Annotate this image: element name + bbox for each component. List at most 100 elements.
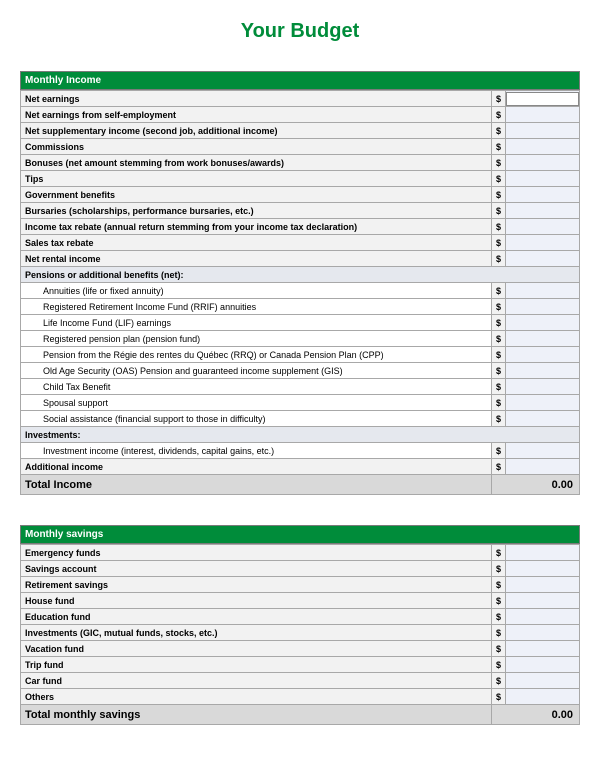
table-row: Government benefits$ — [21, 187, 580, 203]
table-row: Savings account$ — [21, 561, 580, 577]
amount-cell[interactable] — [506, 283, 580, 299]
row-label: Registered Retirement Income Fund (RRIF)… — [21, 299, 492, 315]
amount-cell[interactable] — [506, 625, 580, 641]
amount-cell[interactable] — [506, 139, 580, 155]
amount-cell[interactable] — [506, 187, 580, 203]
row-label: Investment income (interest, dividends, … — [21, 443, 492, 459]
table-row: Net rental income$ — [21, 251, 580, 267]
row-label: Registered pension plan (pension fund) — [21, 331, 492, 347]
currency-symbol: $ — [491, 363, 505, 379]
table-row: Trip fund$ — [21, 657, 580, 673]
amount-cell[interactable] — [506, 219, 580, 235]
table-row: Investments: — [21, 427, 580, 443]
subheader-label: Investments: — [21, 427, 580, 443]
amount-cell[interactable] — [506, 395, 580, 411]
row-label: Pension from the Régie des rentes du Qué… — [21, 347, 492, 363]
amount-cell[interactable] — [506, 379, 580, 395]
currency-symbol: $ — [491, 657, 505, 673]
row-label: Education fund — [21, 609, 492, 625]
row-label: Net rental income — [21, 251, 492, 267]
amount-cell[interactable] — [506, 689, 580, 705]
table-row: Retirement savings$ — [21, 577, 580, 593]
row-label: Others — [21, 689, 492, 705]
amount-cell[interactable] — [506, 609, 580, 625]
row-label: Bursaries (scholarships, performance bur… — [21, 203, 492, 219]
row-label: Savings account — [21, 561, 492, 577]
amount-cell[interactable] — [506, 235, 580, 251]
savings-total-row: Total monthly savings 0.00 — [21, 705, 580, 725]
row-label: Life Income Fund (LIF) earnings — [21, 315, 492, 331]
amount-cell[interactable] — [506, 251, 580, 267]
table-row: Spousal support$ — [21, 395, 580, 411]
row-label: Income tax rebate (annual return stemmin… — [21, 219, 492, 235]
amount-cell[interactable] — [506, 315, 580, 331]
amount-cell[interactable] — [506, 91, 580, 107]
currency-symbol: $ — [491, 155, 505, 171]
currency-symbol: $ — [491, 459, 505, 475]
row-label: Trip fund — [21, 657, 492, 673]
row-label: Old Age Security (OAS) Pension and guara… — [21, 363, 492, 379]
amount-input[interactable] — [506, 92, 579, 106]
table-row: Registered Retirement Income Fund (RRIF)… — [21, 299, 580, 315]
currency-symbol: $ — [491, 331, 505, 347]
amount-cell[interactable] — [506, 593, 580, 609]
amount-cell[interactable] — [506, 459, 580, 475]
currency-symbol: $ — [491, 219, 505, 235]
savings-total-label: Total monthly savings — [21, 705, 492, 725]
currency-symbol: $ — [491, 347, 505, 363]
amount-cell[interactable] — [506, 561, 580, 577]
currency-symbol: $ — [491, 187, 505, 203]
currency-symbol: $ — [491, 379, 505, 395]
amount-cell[interactable] — [506, 347, 580, 363]
amount-cell[interactable] — [506, 363, 580, 379]
currency-symbol: $ — [491, 91, 505, 107]
amount-cell[interactable] — [506, 641, 580, 657]
currency-symbol: $ — [491, 673, 505, 689]
table-row: Registered pension plan (pension fund)$ — [21, 331, 580, 347]
row-label: Bonuses (net amount stemming from work b… — [21, 155, 492, 171]
amount-cell[interactable] — [506, 657, 580, 673]
row-label: Investments (GIC, mutual funds, stocks, … — [21, 625, 492, 641]
amount-cell[interactable] — [506, 411, 580, 427]
table-row: Annuities (life or fixed annuity)$ — [21, 283, 580, 299]
amount-cell[interactable] — [506, 123, 580, 139]
table-row: House fund$ — [21, 593, 580, 609]
amount-cell[interactable] — [506, 673, 580, 689]
currency-symbol: $ — [491, 283, 505, 299]
row-label: Commissions — [21, 139, 492, 155]
table-row: Investment income (interest, dividends, … — [21, 443, 580, 459]
amount-cell[interactable] — [506, 171, 580, 187]
savings-header: Monthly savings — [20, 525, 580, 544]
table-row: Emergency funds$ — [21, 545, 580, 561]
row-label: Retirement savings — [21, 577, 492, 593]
amount-cell[interactable] — [506, 331, 580, 347]
row-label: Net earnings — [21, 91, 492, 107]
row-label: Annuities (life or fixed annuity) — [21, 283, 492, 299]
currency-symbol: $ — [491, 609, 505, 625]
amount-cell[interactable] — [506, 107, 580, 123]
table-row: Net earnings from self-employment$ — [21, 107, 580, 123]
amount-cell[interactable] — [506, 577, 580, 593]
currency-symbol: $ — [491, 299, 505, 315]
row-label: Child Tax Benefit — [21, 379, 492, 395]
currency-symbol: $ — [491, 545, 505, 561]
currency-symbol: $ — [491, 139, 505, 155]
amount-cell[interactable] — [506, 155, 580, 171]
table-row: Tips$ — [21, 171, 580, 187]
income-total-row: Total Income 0.00 — [21, 475, 580, 495]
amount-cell[interactable] — [506, 203, 580, 219]
amount-cell[interactable] — [506, 545, 580, 561]
subheader-label: Pensions or additional benefits (net): — [21, 267, 580, 283]
table-row: Income tax rebate (annual return stemmin… — [21, 219, 580, 235]
row-label: Emergency funds — [21, 545, 492, 561]
amount-cell[interactable] — [506, 443, 580, 459]
currency-symbol: $ — [491, 315, 505, 331]
currency-symbol: $ — [491, 641, 505, 657]
income-section: Monthly Income Net earnings$Net earnings… — [20, 71, 580, 495]
table-row: Life Income Fund (LIF) earnings$ — [21, 315, 580, 331]
currency-symbol: $ — [491, 577, 505, 593]
income-total-label: Total Income — [21, 475, 492, 495]
amount-cell[interactable] — [506, 299, 580, 315]
income-header: Monthly Income — [20, 71, 580, 90]
row-label: Tips — [21, 171, 492, 187]
